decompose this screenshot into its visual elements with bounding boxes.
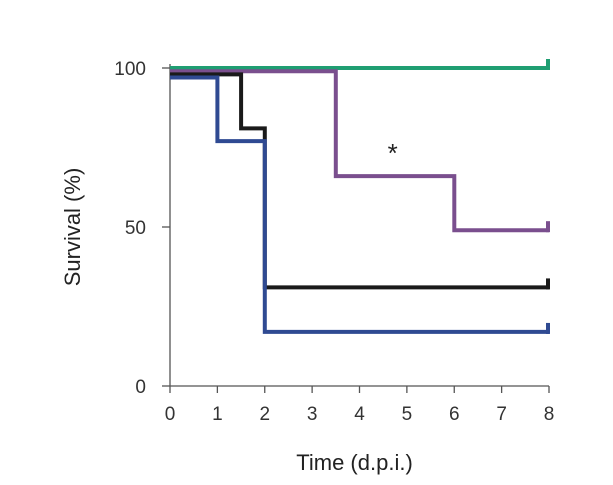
x-tick-label: 6 (449, 404, 460, 425)
x-tick-label: 2 (259, 404, 270, 425)
x-tick-label: 3 (307, 404, 318, 425)
x-tick-label: 7 (496, 404, 507, 425)
x-tick-label: 0 (165, 404, 176, 425)
x-ticks: 0 1 2 3 4 5 6 7 8 (165, 386, 555, 425)
survival-series-line-4 (170, 75, 549, 334)
y-tick-label: 100 (114, 59, 146, 80)
axes (169, 64, 549, 387)
x-tick-label: 4 (354, 404, 365, 425)
survival-series-line-2 (170, 69, 549, 233)
annotations: * (388, 138, 398, 168)
survival-series-line-3 (170, 72, 549, 290)
series-layer (170, 59, 550, 334)
y-axis-title: Survival (%) (60, 168, 85, 287)
y-ticks: 0 50 100 (114, 59, 170, 398)
x-axis-title: Time (d.p.i.) (296, 450, 413, 475)
x-tick-label: 8 (544, 404, 555, 425)
y-tick-label: 0 (135, 377, 146, 398)
y-tick-label: 50 (125, 218, 146, 239)
significance-asterisk: * (388, 138, 398, 168)
x-tick-label: 5 (402, 404, 413, 425)
x-tick-label: 1 (212, 404, 223, 425)
